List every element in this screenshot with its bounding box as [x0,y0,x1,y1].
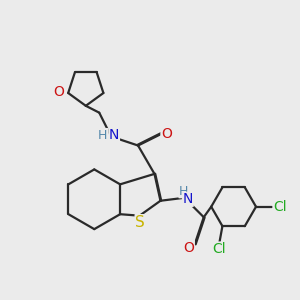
Text: Cl: Cl [273,200,287,214]
Text: O: O [53,85,64,98]
Text: H: H [98,129,108,142]
Text: H: H [179,185,188,198]
Text: N: N [109,128,119,142]
Text: O: O [183,241,194,255]
Text: O: O [161,127,172,141]
Text: Cl: Cl [212,242,226,256]
Text: S: S [135,215,145,230]
Text: N: N [183,192,193,206]
